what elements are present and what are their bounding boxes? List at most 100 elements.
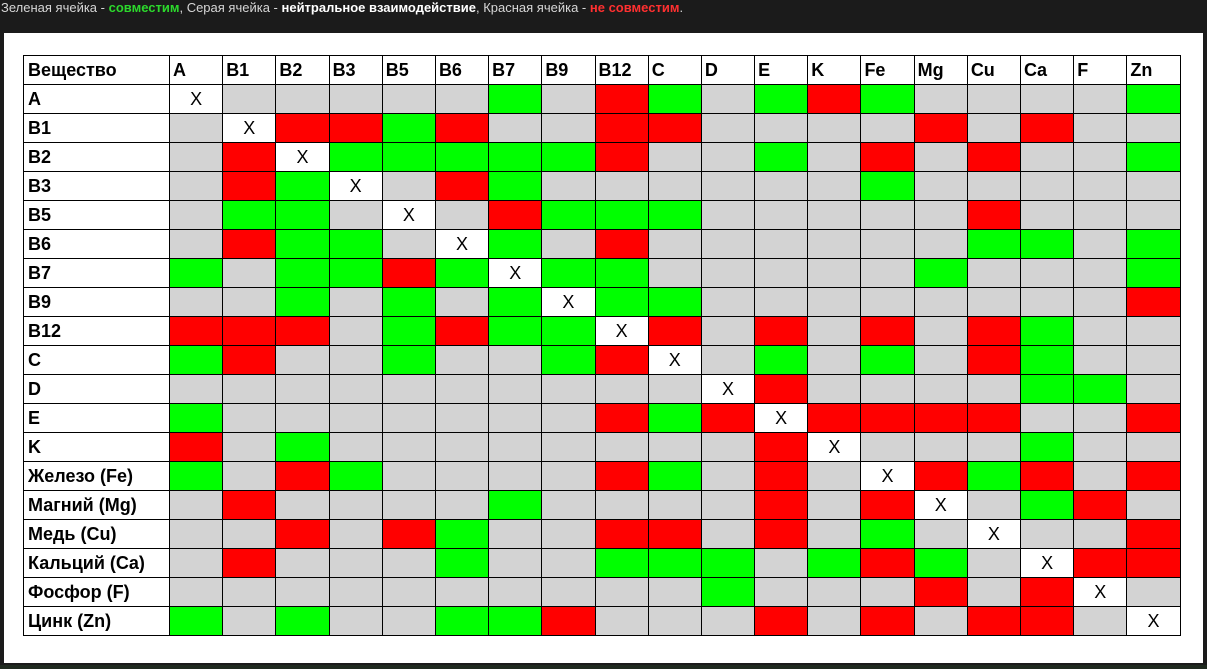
neutral-cell xyxy=(700,113,756,143)
neutral-cell xyxy=(541,490,596,520)
compatible-cell xyxy=(594,258,649,288)
compatible-cell xyxy=(275,258,330,288)
compatible-cell xyxy=(168,258,224,288)
incompatible-cell xyxy=(222,142,277,172)
neutral-cell xyxy=(541,403,596,433)
incompatible-cell xyxy=(222,490,277,520)
table-row: B3 X xyxy=(23,171,1181,201)
column-header: Fe xyxy=(860,55,915,85)
compatible-cell xyxy=(488,84,543,114)
neutral-cell xyxy=(328,432,383,462)
incompatible-cell xyxy=(381,519,436,549)
neutral-cell xyxy=(966,432,1022,462)
compatible-cell xyxy=(328,142,383,172)
neutral-cell xyxy=(913,200,968,230)
neutral-cell xyxy=(541,519,596,549)
neutral-cell xyxy=(647,142,702,172)
neutral-cell xyxy=(1073,84,1128,114)
compatible-cell xyxy=(860,84,915,114)
compatible-cell xyxy=(913,258,968,288)
neutral-cell xyxy=(966,548,1022,578)
compatible-cell xyxy=(381,287,436,317)
neutral-cell xyxy=(754,287,809,317)
column-header: D xyxy=(700,55,756,85)
neutral-cell xyxy=(222,577,277,607)
compatible-cell xyxy=(381,345,436,375)
neutral-cell xyxy=(328,606,383,636)
neutral-cell xyxy=(381,403,436,433)
compatible-cell xyxy=(541,258,596,288)
neutral-cell xyxy=(1073,171,1128,201)
incompatible-cell xyxy=(222,316,277,346)
neutral-cell xyxy=(1126,490,1181,520)
compatible-cell xyxy=(860,519,915,549)
neutral-cell xyxy=(381,84,436,114)
diagonal-cell: X xyxy=(594,316,649,346)
neutral-cell xyxy=(1073,287,1128,317)
incompatible-cell xyxy=(222,345,277,375)
diagonal-cell: X xyxy=(541,287,596,317)
neutral-cell xyxy=(754,577,809,607)
neutral-cell xyxy=(807,287,862,317)
neutral-cell xyxy=(381,374,436,404)
compatible-cell xyxy=(168,606,224,636)
table-row: Медь (Cu) X xyxy=(23,519,1181,549)
neutral-cell xyxy=(381,577,436,607)
incompatible-cell xyxy=(1126,548,1181,578)
column-header: B12 xyxy=(594,55,649,85)
incompatible-cell xyxy=(754,461,809,491)
neutral-cell xyxy=(594,374,649,404)
neutral-cell xyxy=(700,84,756,114)
neutral-cell xyxy=(381,490,436,520)
neutral-cell xyxy=(913,519,968,549)
neutral-cell xyxy=(1073,316,1128,346)
neutral-cell xyxy=(700,287,756,317)
compatible-cell xyxy=(381,142,436,172)
compatible-cell xyxy=(275,229,330,259)
neutral-cell xyxy=(275,490,330,520)
compatible-cell xyxy=(647,403,702,433)
compatible-cell xyxy=(647,200,702,230)
table-row: B2 X xyxy=(23,142,1181,172)
row-header: E xyxy=(23,403,170,433)
incompatible-cell xyxy=(222,229,277,259)
incompatible-cell xyxy=(1073,490,1128,520)
compatible-cell xyxy=(328,229,383,259)
neutral-cell xyxy=(754,200,809,230)
incompatible-cell xyxy=(700,403,756,433)
neutral-cell xyxy=(541,171,596,201)
neutral-cell xyxy=(1073,258,1128,288)
neutral-cell xyxy=(966,577,1022,607)
incompatible-cell xyxy=(1126,461,1181,491)
incompatible-cell xyxy=(168,432,224,462)
incompatible-cell xyxy=(913,461,968,491)
neutral-cell xyxy=(275,548,330,578)
neutral-cell xyxy=(913,229,968,259)
compatible-cell xyxy=(434,258,490,288)
incompatible-cell xyxy=(647,316,702,346)
neutral-cell xyxy=(647,432,702,462)
incompatible-cell xyxy=(1073,548,1128,578)
neutral-cell xyxy=(275,403,330,433)
diagonal-cell: X xyxy=(328,171,383,201)
neutral-cell xyxy=(807,171,862,201)
column-header: B3 xyxy=(328,55,383,85)
neutral-cell xyxy=(328,200,383,230)
legend-red-prefix: , Красная ячейка - xyxy=(475,0,590,15)
compatible-cell xyxy=(434,548,490,578)
table-row: Фосфор (F) X xyxy=(23,577,1181,607)
neutral-cell xyxy=(1019,403,1075,433)
column-header: Mg xyxy=(913,55,968,85)
neutral-cell xyxy=(1019,171,1075,201)
incompatible-cell xyxy=(168,316,224,346)
compatible-cell xyxy=(488,490,543,520)
neutral-cell xyxy=(966,374,1022,404)
incompatible-cell xyxy=(1019,606,1075,636)
compatible-cell xyxy=(541,345,596,375)
diagonal-cell: X xyxy=(222,113,277,143)
neutral-cell xyxy=(700,490,756,520)
compatible-cell xyxy=(647,548,702,578)
incompatible-cell xyxy=(488,200,543,230)
